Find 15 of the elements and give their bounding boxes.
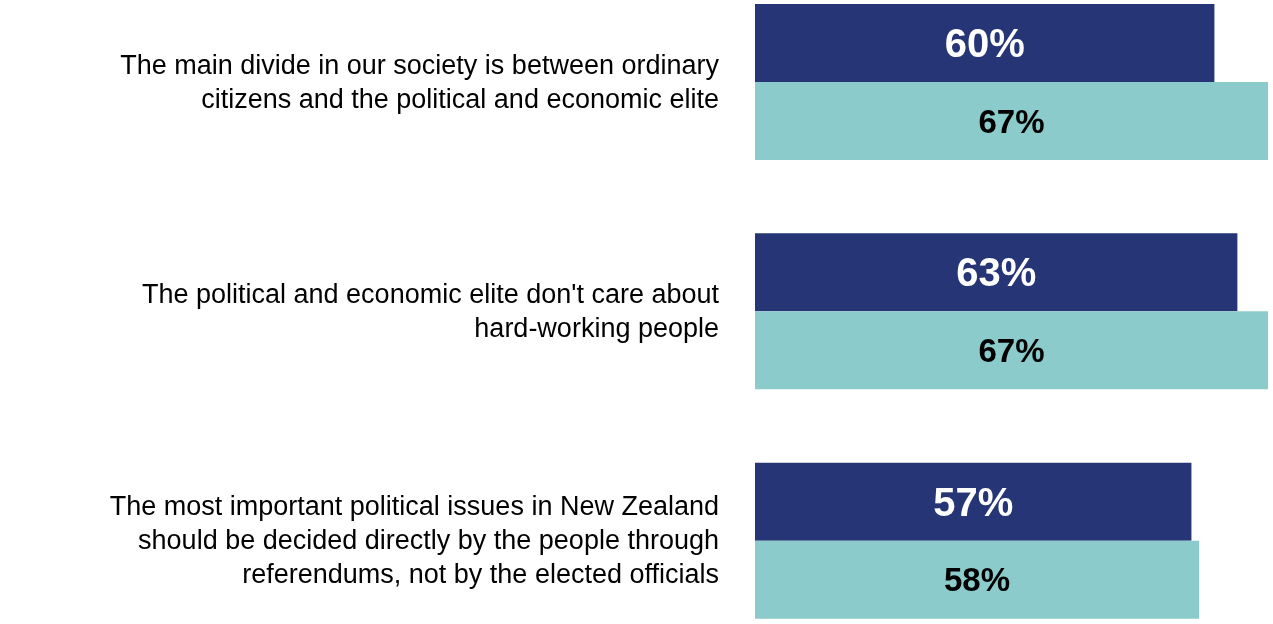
bar	[755, 82, 1268, 160]
bar	[755, 311, 1268, 390]
data-label: 63%	[956, 250, 1037, 295]
y-tick-label: The most important political issues in New Zealand should be decided directly by the people through referendums, not by the elected officials	[109, 491, 719, 590]
bar	[755, 462, 1192, 541]
y-tick-label: The political and economic elite don't care about hard-working people	[141, 279, 720, 343]
bar	[755, 540, 1200, 619]
data-label: 58%	[944, 561, 1011, 599]
data-label: 67%	[978, 102, 1045, 140]
data-label: 57%	[933, 479, 1014, 524]
data-label: 60%	[944, 21, 1025, 65]
bar	[755, 233, 1238, 312]
data-label: 67%	[978, 331, 1045, 369]
bar	[755, 4, 1215, 82]
y-tick-label: The main divide in our society is between ordinary citizens and the political and economic elite	[120, 49, 720, 114]
